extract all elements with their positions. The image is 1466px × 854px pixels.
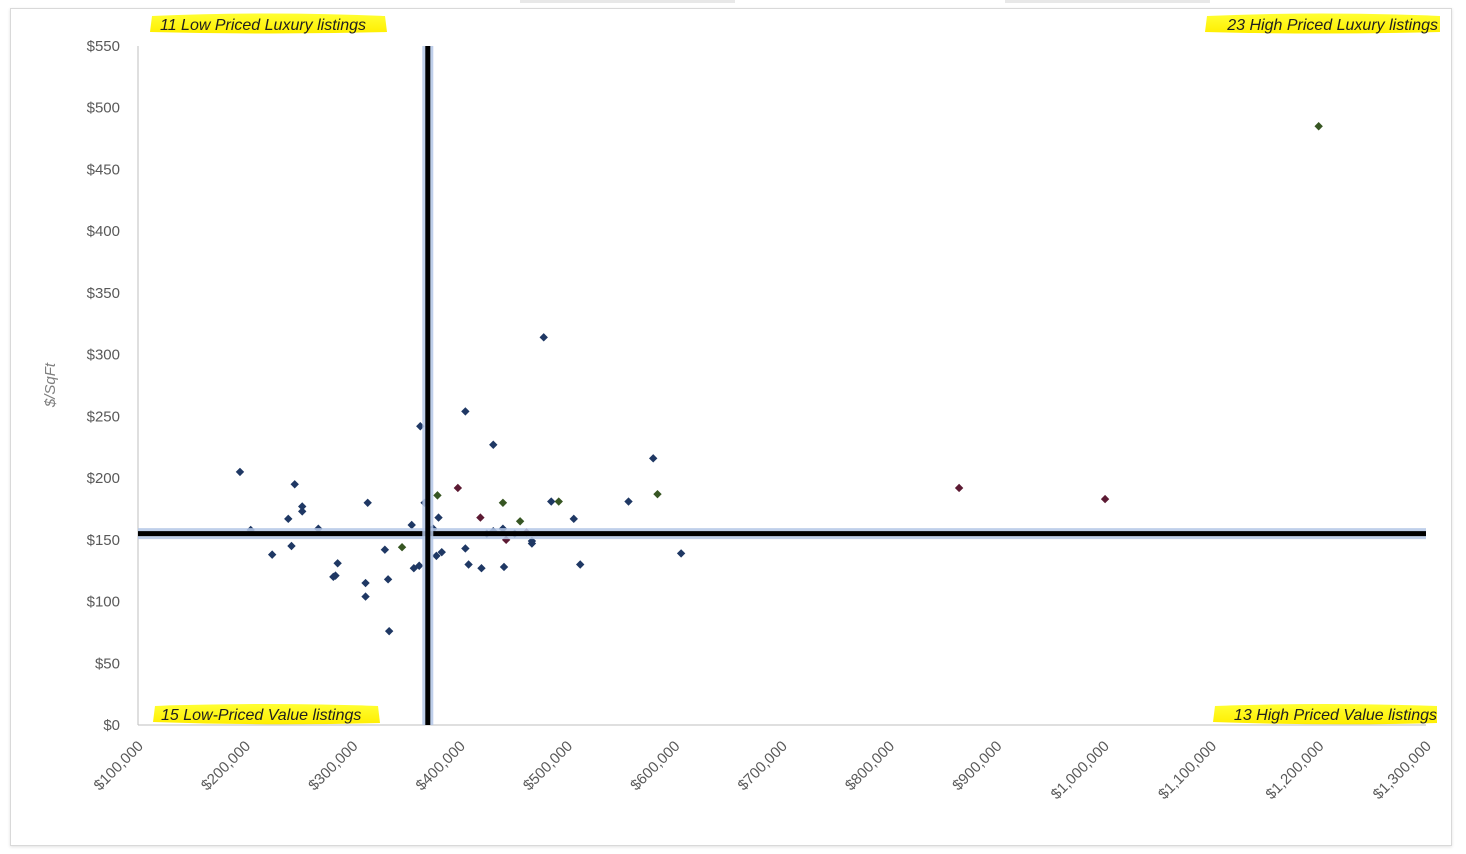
data-point-series-1	[333, 559, 342, 568]
data-point-series-1	[432, 551, 441, 561]
data-point-series-2	[515, 517, 525, 526]
data-point-series-1	[298, 507, 307, 516]
quadrant-label-bottom-left: 15 Low-Priced Value listings	[153, 704, 380, 725]
y-tick-label: $400	[87, 223, 120, 240]
data-point-series-2	[653, 489, 662, 499]
y-axis-label: $/SqFt	[42, 362, 59, 408]
data-point-series-1	[361, 578, 370, 588]
y-tick-label: $100	[87, 594, 120, 611]
y-tick-label: $150	[87, 532, 120, 549]
data-point-series-2	[1314, 122, 1323, 131]
reference-lines	[138, 46, 1426, 725]
data-point-series-1	[461, 544, 470, 553]
data-point-series-1	[361, 592, 370, 601]
x-tick-label: $1,200,000	[1262, 738, 1327, 803]
quadrant-label-top-left: 11 Low Priced Luxury listings	[150, 13, 387, 34]
data-point-series-1	[384, 626, 394, 636]
data-point-series-1	[569, 514, 578, 524]
x-tick-label: $600,000	[627, 738, 683, 794]
data-point-series-2	[554, 497, 563, 506]
tab-stub-right	[1005, 0, 1210, 3]
data-point-series-1	[363, 498, 372, 507]
data-point-series-1	[415, 561, 424, 570]
y-tick-label: $450	[87, 161, 120, 178]
data-point-series-3	[954, 483, 964, 493]
x-tick-label: $400,000	[413, 738, 469, 794]
quadrant-label-bottom-right: 13 High Priced Value listings	[1213, 704, 1437, 725]
axes-layer: $0 $50 $100 $150 $200 $250 $300 $350 $400 $450 $50…	[87, 38, 1435, 803]
quadrant-text-top-left: 11 Low Priced Luxury listings	[160, 17, 366, 34]
x-tick-label: $1,100,000	[1155, 738, 1220, 803]
x-tick-label: $1,000,000	[1048, 738, 1113, 803]
data-point-series-1	[489, 440, 498, 449]
data-point-series-3	[1100, 494, 1110, 504]
x-tick-label: $1,300,000	[1370, 738, 1435, 803]
y-tick-label: $550	[87, 38, 120, 55]
data-point-series-3	[501, 535, 511, 545]
data-point-series-1	[434, 513, 443, 522]
x-tick-label: $100,000	[91, 738, 147, 794]
data-point-series-1	[235, 467, 245, 477]
data-point-series-1	[407, 520, 416, 530]
data-point-series-1	[287, 541, 296, 551]
quadrant-text-bottom-left: 15 Low-Priced Value listings	[161, 707, 361, 724]
data-point-series-1	[267, 550, 277, 559]
data-point-series-2	[433, 491, 442, 500]
x-tick-label: $300,000	[305, 738, 361, 794]
data-point-series-1	[499, 562, 509, 572]
x-tick-label: $900,000	[949, 738, 1005, 794]
y-tick-label: $50	[95, 655, 120, 672]
points-layer	[235, 122, 1323, 636]
y-tick-label: $250	[87, 408, 120, 425]
data-point-series-3	[476, 513, 485, 522]
x-tick-label: $800,000	[842, 738, 898, 794]
data-point-series-1	[331, 571, 340, 580]
data-point-series-1	[383, 575, 393, 584]
data-point-series-1	[298, 502, 307, 511]
data-point-series-2	[498, 498, 508, 507]
data-point-series-1	[576, 560, 585, 569]
data-point-series-2	[397, 543, 407, 552]
data-point-series-1	[290, 480, 299, 489]
data-point-series-1	[464, 560, 473, 569]
y-tick-label: $500	[87, 100, 120, 117]
data-point-series-1	[547, 497, 556, 506]
data-point-series-1	[649, 454, 658, 463]
x-tick-label: $500,000	[520, 738, 576, 794]
y-tick-label: $200	[87, 470, 120, 487]
data-point-series-1	[461, 407, 470, 416]
data-point-series-1	[477, 564, 486, 573]
x-tick-label: $700,000	[735, 738, 791, 794]
data-point-series-1	[676, 549, 686, 558]
y-tick-label: $0	[103, 717, 120, 734]
data-point-series-1	[624, 497, 633, 506]
x-tick-label: $200,000	[198, 738, 254, 794]
quadrant-label-top-right: 23 High Priced Luxury listings	[1205, 13, 1440, 34]
data-point-series-1	[539, 333, 548, 342]
tab-stub-left	[520, 0, 735, 3]
data-point-series-1	[284, 514, 293, 524]
quadrant-text-top-right: 23 High Priced Luxury listings	[1226, 17, 1438, 34]
y-tick-label: $300	[87, 347, 120, 364]
data-point-series-1	[380, 545, 390, 554]
quadrant-text-bottom-right: 13 High Priced Value listings	[1234, 707, 1437, 724]
data-point-series-1	[437, 547, 446, 557]
data-point-series-3	[453, 483, 463, 493]
y-tick-label: $350	[87, 285, 120, 302]
